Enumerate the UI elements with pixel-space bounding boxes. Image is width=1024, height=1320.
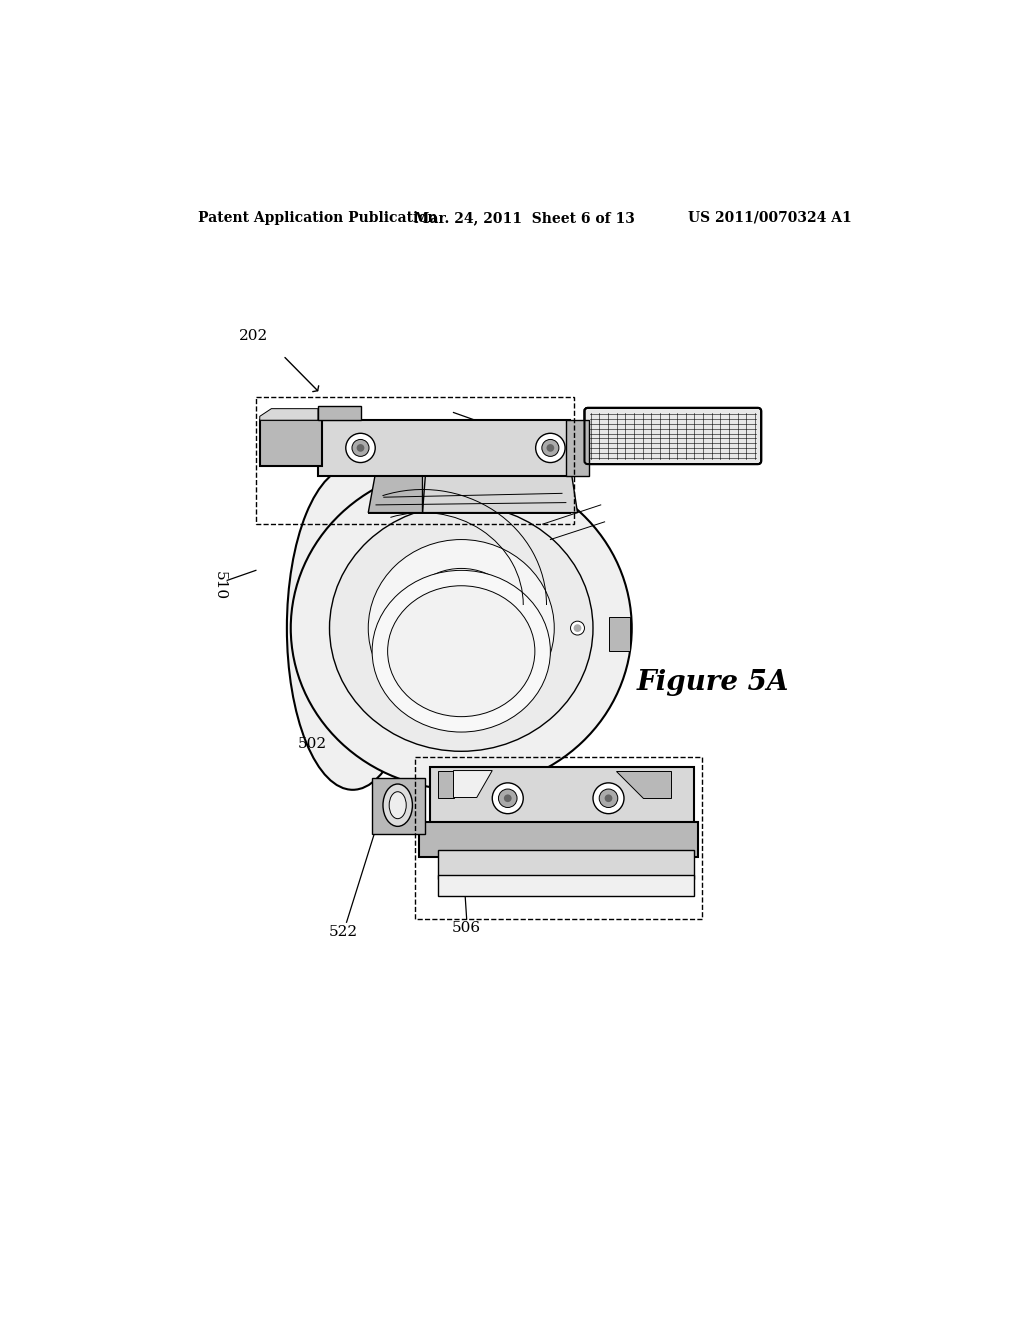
Ellipse shape: [547, 444, 554, 451]
Ellipse shape: [314, 508, 391, 747]
Ellipse shape: [346, 433, 375, 462]
Text: 522: 522: [329, 925, 358, 940]
Text: 526: 526: [404, 434, 433, 449]
Text: 520: 520: [539, 543, 568, 557]
FancyBboxPatch shape: [566, 420, 589, 475]
Ellipse shape: [291, 466, 632, 789]
Text: 524: 524: [305, 437, 335, 450]
FancyBboxPatch shape: [260, 420, 322, 466]
FancyBboxPatch shape: [317, 420, 569, 475]
Ellipse shape: [388, 586, 535, 717]
Ellipse shape: [352, 440, 369, 457]
Ellipse shape: [356, 444, 365, 451]
Text: 516: 516: [611, 444, 640, 458]
Text: Mar. 24, 2011  Sheet 6 of 13: Mar. 24, 2011 Sheet 6 of 13: [415, 211, 635, 224]
FancyBboxPatch shape: [372, 779, 425, 834]
FancyBboxPatch shape: [438, 874, 693, 896]
Text: 506: 506: [453, 921, 481, 936]
FancyBboxPatch shape: [419, 822, 697, 857]
Ellipse shape: [499, 789, 517, 808]
FancyBboxPatch shape: [608, 616, 630, 651]
Ellipse shape: [330, 506, 593, 751]
Polygon shape: [423, 462, 578, 512]
Ellipse shape: [536, 433, 565, 462]
Ellipse shape: [573, 624, 582, 632]
Ellipse shape: [493, 783, 523, 813]
Text: 504: 504: [586, 624, 614, 639]
Ellipse shape: [372, 570, 550, 733]
FancyBboxPatch shape: [438, 850, 693, 879]
Ellipse shape: [389, 792, 407, 818]
FancyBboxPatch shape: [430, 767, 693, 830]
Ellipse shape: [570, 622, 585, 635]
FancyBboxPatch shape: [585, 408, 761, 465]
Polygon shape: [454, 771, 493, 797]
Polygon shape: [317, 407, 360, 420]
Text: US 2011/0070324 A1: US 2011/0070324 A1: [688, 211, 852, 224]
Polygon shape: [616, 771, 671, 797]
Text: 502: 502: [298, 737, 327, 751]
Ellipse shape: [287, 466, 419, 789]
Polygon shape: [260, 409, 317, 420]
Ellipse shape: [593, 783, 624, 813]
Text: Patent Application Publication: Patent Application Publication: [198, 211, 437, 224]
Polygon shape: [438, 771, 454, 797]
Text: 512: 512: [502, 437, 530, 450]
Text: Figure 5A: Figure 5A: [637, 668, 790, 696]
Ellipse shape: [542, 440, 559, 457]
Ellipse shape: [504, 795, 512, 803]
Polygon shape: [369, 462, 423, 512]
Text: 508: 508: [628, 807, 642, 836]
Ellipse shape: [399, 569, 523, 688]
Text: 510: 510: [212, 572, 226, 601]
Ellipse shape: [604, 795, 612, 803]
Text: 202: 202: [239, 329, 268, 342]
Ellipse shape: [369, 540, 554, 717]
Ellipse shape: [599, 789, 617, 808]
Text: 518: 518: [398, 664, 428, 677]
Text: 514: 514: [344, 438, 374, 451]
Ellipse shape: [383, 784, 413, 826]
